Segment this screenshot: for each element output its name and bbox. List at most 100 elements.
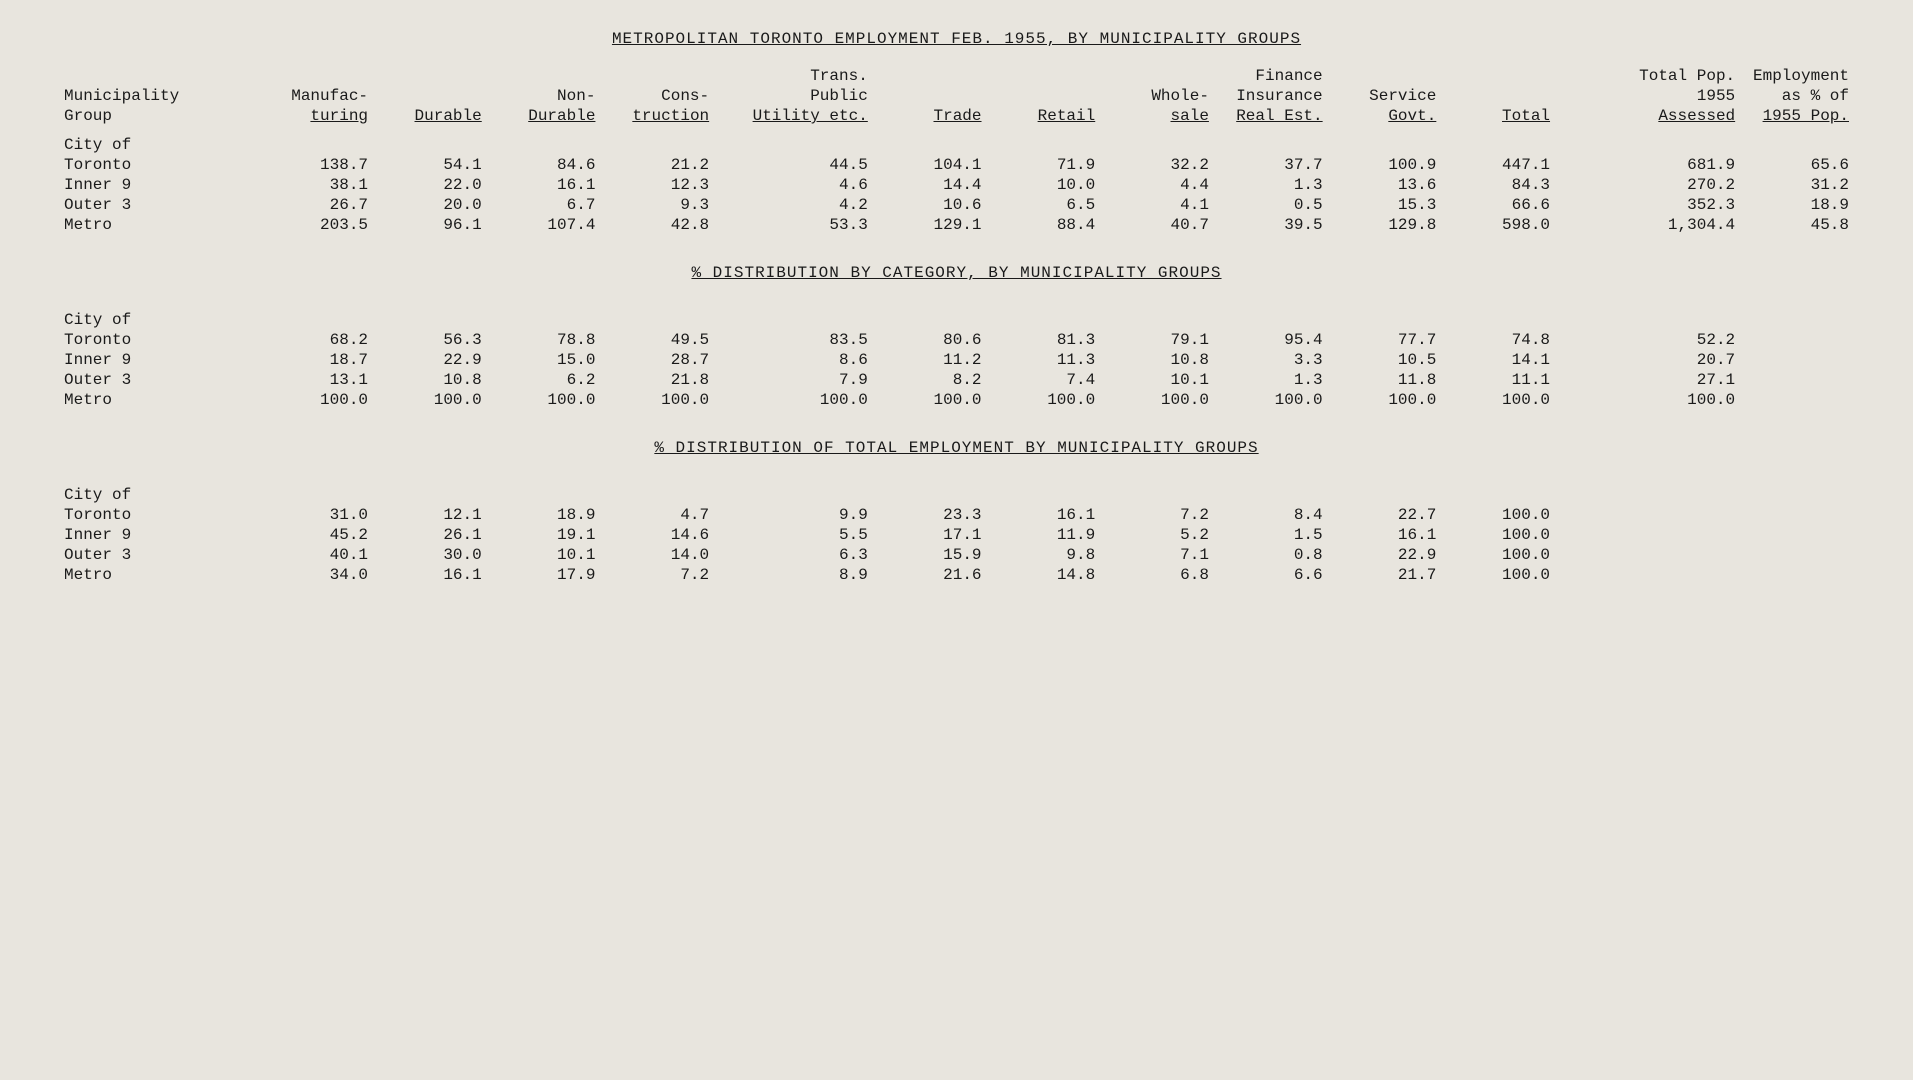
data-cell: 84.6 [486, 155, 600, 175]
data-cell: 13.6 [1327, 175, 1441, 195]
row-label: Toronto [60, 505, 258, 525]
data-cell: 1,304.4 [1554, 215, 1739, 235]
data-cell: 80.6 [872, 330, 986, 350]
data-cell: 100.0 [486, 390, 600, 410]
row-label: Outer 3 [60, 195, 258, 215]
table-row: Inner 918.722.915.028.78.611.211.310.83.… [60, 350, 1853, 370]
data-cell: 7.4 [986, 370, 1100, 390]
data-cell: 11.3 [986, 350, 1100, 370]
data-cell [1739, 565, 1853, 585]
row-label: Metro [60, 390, 258, 410]
table-row: Toronto68.256.378.849.583.580.681.379.19… [60, 330, 1853, 350]
data-cell [1554, 545, 1739, 565]
document-page: METROPOLITAN TORONTO EMPLOYMENT FEB. 195… [0, 0, 1913, 615]
header-row-2: Municipality Manufac- Non- Cons- Public … [60, 86, 1853, 106]
data-cell: 21.7 [1327, 565, 1441, 585]
data-cell [1739, 350, 1853, 370]
data-cell: 5.5 [713, 525, 872, 545]
row-label: Inner 9 [60, 175, 258, 195]
row-label: Toronto [60, 155, 258, 175]
data-cell: 447.1 [1440, 155, 1554, 175]
table-row: City of [60, 126, 1853, 155]
data-cell: 12.1 [372, 505, 486, 525]
data-cell: 203.5 [258, 215, 372, 235]
row-label: City of [60, 126, 258, 155]
data-cell: 8.6 [713, 350, 872, 370]
data-cell: 4.6 [713, 175, 872, 195]
data-cell: 22.9 [372, 350, 486, 370]
data-cell: 10.1 [486, 545, 600, 565]
data-cell: 100.0 [258, 390, 372, 410]
data-cell: 78.8 [486, 330, 600, 350]
data-cell: 14.1 [1440, 350, 1554, 370]
data-cell: 1.5 [1213, 525, 1327, 545]
data-cell: 40.7 [1099, 215, 1213, 235]
data-cell: 100.0 [1440, 390, 1554, 410]
employment-table: Trans. Finance Total Pop. Employment Mun… [60, 66, 1853, 585]
data-cell: 17.1 [872, 525, 986, 545]
row-label: Metro [60, 215, 258, 235]
row-label: Outer 3 [60, 370, 258, 390]
data-cell: 7.9 [713, 370, 872, 390]
row-label: Outer 3 [60, 545, 258, 565]
data-cell: 71.9 [986, 155, 1100, 175]
data-cell: 28.7 [599, 350, 713, 370]
data-cell: 100.0 [1554, 390, 1739, 410]
data-cell: 270.2 [1554, 175, 1739, 195]
data-cell: 20.0 [372, 195, 486, 215]
data-cell: 19.1 [486, 525, 600, 545]
data-cell: 11.1 [1440, 370, 1554, 390]
data-cell: 17.9 [486, 565, 600, 585]
data-cell: 14.6 [599, 525, 713, 545]
data-cell: 10.8 [1099, 350, 1213, 370]
data-cell: 22.0 [372, 175, 486, 195]
data-cell: 598.0 [1440, 215, 1554, 235]
header-row-1: Trans. Finance Total Pop. Employment [60, 66, 1853, 86]
data-cell: 26.1 [372, 525, 486, 545]
data-cell [1554, 525, 1739, 545]
data-cell: 7.1 [1099, 545, 1213, 565]
data-cell: 7.2 [599, 565, 713, 585]
data-cell: 6.6 [1213, 565, 1327, 585]
data-cell: 352.3 [1554, 195, 1739, 215]
data-cell: 100.0 [872, 390, 986, 410]
data-cell: 32.2 [1099, 155, 1213, 175]
data-cell: 100.0 [1440, 525, 1554, 545]
data-cell: 6.5 [986, 195, 1100, 215]
data-cell: 100.0 [713, 390, 872, 410]
data-cell: 53.3 [713, 215, 872, 235]
table-row: Outer 313.110.86.221.87.98.27.410.11.311… [60, 370, 1853, 390]
data-cell [1554, 505, 1739, 525]
data-cell: 11.8 [1327, 370, 1441, 390]
section-absolute: City ofToronto138.754.184.621.244.5104.1… [60, 126, 1853, 235]
data-cell: 12.3 [599, 175, 713, 195]
data-cell: 4.2 [713, 195, 872, 215]
table-row: Outer 326.720.06.79.34.210.66.54.10.515.… [60, 195, 1853, 215]
data-cell: 81.3 [986, 330, 1100, 350]
data-cell: 27.1 [1554, 370, 1739, 390]
data-cell: 9.3 [599, 195, 713, 215]
data-cell: 13.1 [258, 370, 372, 390]
data-cell: 129.1 [872, 215, 986, 235]
data-cell: 11.9 [986, 525, 1100, 545]
table-row: Inner 945.226.119.114.65.517.111.95.21.5… [60, 525, 1853, 545]
data-cell: 14.0 [599, 545, 713, 565]
data-cell: 100.0 [1440, 505, 1554, 525]
data-cell: 8.2 [872, 370, 986, 390]
data-cell: 21.6 [872, 565, 986, 585]
data-cell: 7.2 [1099, 505, 1213, 525]
data-cell [1739, 370, 1853, 390]
data-cell: 84.3 [1440, 175, 1554, 195]
data-cell: 21.8 [599, 370, 713, 390]
data-cell: 100.0 [1327, 390, 1441, 410]
table-row: City of [60, 476, 1853, 505]
data-cell: 129.8 [1327, 215, 1441, 235]
data-cell: 8.9 [713, 565, 872, 585]
data-cell: 16.1 [986, 505, 1100, 525]
data-cell: 66.6 [1440, 195, 1554, 215]
data-cell: 38.1 [258, 175, 372, 195]
data-cell: 9.9 [713, 505, 872, 525]
data-cell: 100.0 [1440, 545, 1554, 565]
col-finance: Finance [1213, 66, 1327, 86]
data-cell: 1.3 [1213, 175, 1327, 195]
